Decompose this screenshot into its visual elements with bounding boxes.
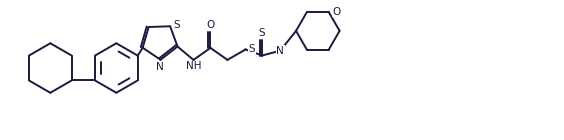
Text: N: N	[276, 46, 284, 56]
Text: O: O	[206, 20, 214, 30]
Text: O: O	[332, 7, 341, 17]
Text: S: S	[259, 28, 266, 38]
Text: S: S	[174, 20, 180, 30]
Text: S: S	[249, 45, 255, 54]
Text: NH: NH	[186, 61, 201, 71]
Text: N: N	[156, 62, 164, 72]
